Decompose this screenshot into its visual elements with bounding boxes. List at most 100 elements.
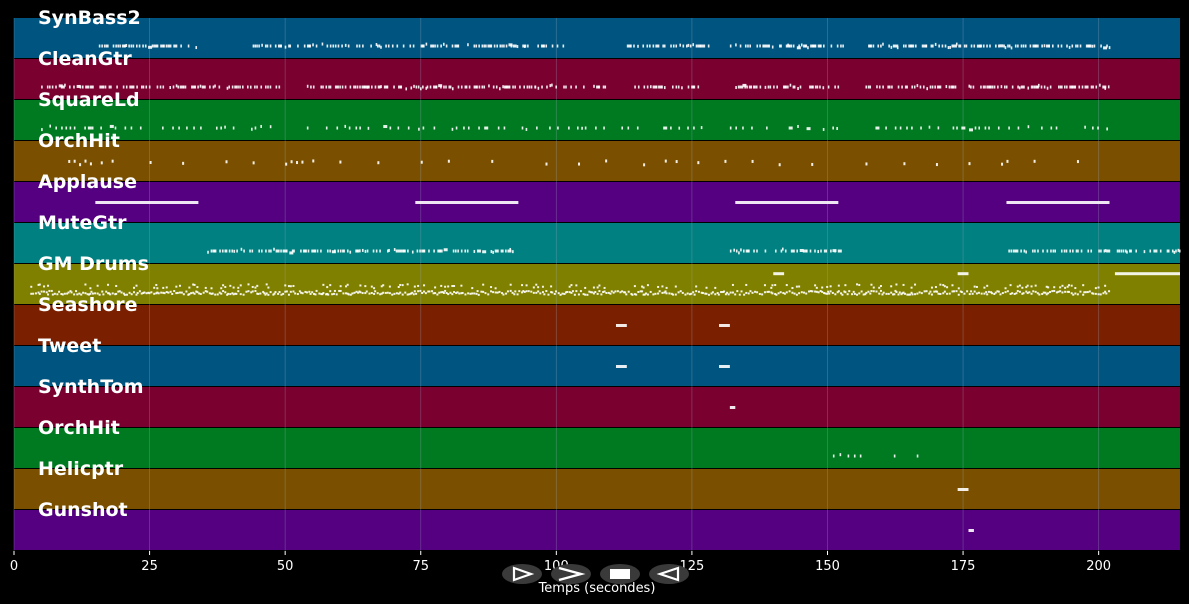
note <box>61 293 64 296</box>
track-label: MuteGtr <box>38 212 127 234</box>
note <box>701 292 704 295</box>
note <box>162 291 165 294</box>
note <box>467 126 470 130</box>
note <box>138 290 141 293</box>
rewind-button[interactable] <box>649 564 689 584</box>
note <box>1063 249 1066 253</box>
note <box>668 292 671 295</box>
note <box>476 249 481 253</box>
note <box>503 126 506 130</box>
track-lane[interactable] <box>14 469 1180 509</box>
note <box>84 292 87 295</box>
note <box>1102 292 1105 295</box>
note <box>543 293 546 296</box>
track-lane[interactable] <box>14 510 1180 550</box>
note <box>853 292 856 295</box>
track-lane[interactable] <box>14 346 1180 386</box>
note <box>641 290 644 293</box>
note <box>1116 249 1119 253</box>
note <box>1081 85 1084 89</box>
note <box>130 126 133 130</box>
note <box>344 124 347 128</box>
note <box>916 292 919 295</box>
note <box>412 293 415 296</box>
note <box>1032 290 1035 293</box>
track-lane[interactable] <box>14 305 1180 345</box>
note <box>677 291 680 294</box>
note <box>865 85 868 89</box>
note <box>830 249 832 253</box>
track-lane[interactable] <box>14 264 1180 304</box>
note <box>546 85 548 89</box>
track-lane[interactable] <box>14 223 1180 263</box>
note <box>320 85 323 89</box>
note <box>79 163 82 167</box>
note <box>167 291 170 294</box>
note <box>911 293 914 296</box>
fast-forward-button[interactable] <box>551 564 591 584</box>
note <box>454 249 457 253</box>
note <box>1175 249 1177 253</box>
note <box>911 85 914 89</box>
note <box>597 85 600 89</box>
note <box>147 291 150 294</box>
note <box>753 249 755 253</box>
track-lane[interactable] <box>14 387 1180 427</box>
note <box>810 44 815 48</box>
note <box>120 291 123 294</box>
note <box>418 127 420 131</box>
note <box>695 44 698 48</box>
note <box>584 126 587 130</box>
track-label: Applause <box>38 171 137 193</box>
note <box>445 44 448 48</box>
note <box>882 85 884 89</box>
note <box>304 249 306 253</box>
note <box>202 291 205 294</box>
note <box>267 293 270 296</box>
note <box>251 249 254 253</box>
note <box>226 86 229 90</box>
note <box>218 85 221 89</box>
note <box>811 290 814 293</box>
note <box>478 44 480 48</box>
note <box>249 85 252 89</box>
note <box>132 291 135 294</box>
play-button[interactable] <box>502 564 542 584</box>
note <box>814 290 817 293</box>
track-lane[interactable] <box>14 182 1180 222</box>
track-lane[interactable] <box>14 18 1180 58</box>
note <box>415 85 418 89</box>
note <box>220 126 222 130</box>
note <box>705 292 708 295</box>
track-lane[interactable] <box>14 141 1180 181</box>
note <box>929 290 932 293</box>
note <box>485 44 487 48</box>
note <box>522 290 525 293</box>
note <box>1079 44 1082 48</box>
track-lane[interactable] <box>14 100 1180 140</box>
note <box>53 292 56 295</box>
note <box>563 292 566 295</box>
note <box>336 126 339 130</box>
note <box>798 292 801 295</box>
note <box>311 249 316 253</box>
track-lane[interactable] <box>14 428 1180 468</box>
note <box>178 126 180 130</box>
note <box>1041 292 1044 295</box>
note <box>934 85 936 89</box>
note <box>793 85 796 89</box>
note <box>480 290 483 293</box>
stop-button[interactable] <box>600 564 640 584</box>
track-lane[interactable] <box>14 59 1180 99</box>
note <box>256 284 259 287</box>
note <box>1088 44 1091 48</box>
note <box>329 85 332 89</box>
note <box>562 44 565 48</box>
note <box>437 249 442 253</box>
note <box>341 85 344 89</box>
note <box>819 290 822 293</box>
note <box>984 85 986 89</box>
note <box>1106 44 1108 48</box>
note <box>957 287 960 290</box>
note <box>906 85 908 89</box>
